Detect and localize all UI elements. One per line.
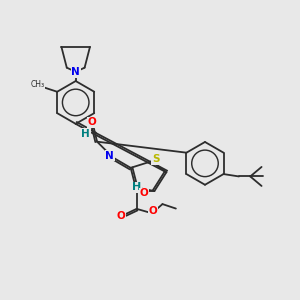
Text: N: N (71, 67, 80, 77)
Text: O: O (117, 211, 125, 221)
Text: O: O (140, 188, 148, 198)
Text: N: N (106, 151, 114, 160)
Text: CH₃: CH₃ (30, 80, 44, 89)
Text: O: O (148, 206, 157, 216)
Text: H: H (132, 182, 142, 193)
Text: S: S (152, 154, 159, 164)
Text: H: H (81, 129, 90, 139)
Text: O: O (88, 117, 96, 128)
